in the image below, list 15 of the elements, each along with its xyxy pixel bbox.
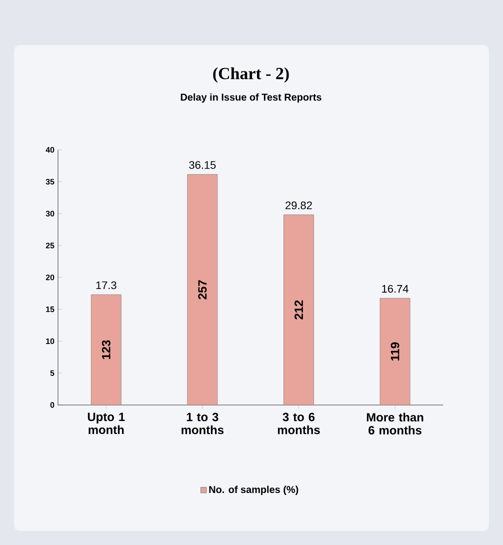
x-tick-label: Upto 1 month	[88, 412, 125, 434]
x-tick-label: 1 to 3 months	[182, 412, 224, 434]
x-tick-label: More than 6 months	[366, 412, 424, 434]
annotation: 123	[102, 340, 110, 360]
x-tick-label: 3 to 6 months	[278, 412, 320, 434]
chart-subtitle: Delay in Issue of Test Reports	[180, 93, 322, 103]
data-label: 36.15	[189, 161, 216, 169]
annotation: 119	[390, 342, 400, 360]
data-label: 16.74	[382, 284, 408, 293]
annotation: 212	[294, 300, 303, 320]
chart-title: (Chart - 2)	[213, 67, 289, 83]
data-label: 17.3	[96, 281, 116, 290]
data-label: 29.82	[286, 202, 312, 210]
annotation: 257	[198, 280, 207, 300]
legend-label: No. of samples (%)	[209, 486, 298, 496]
